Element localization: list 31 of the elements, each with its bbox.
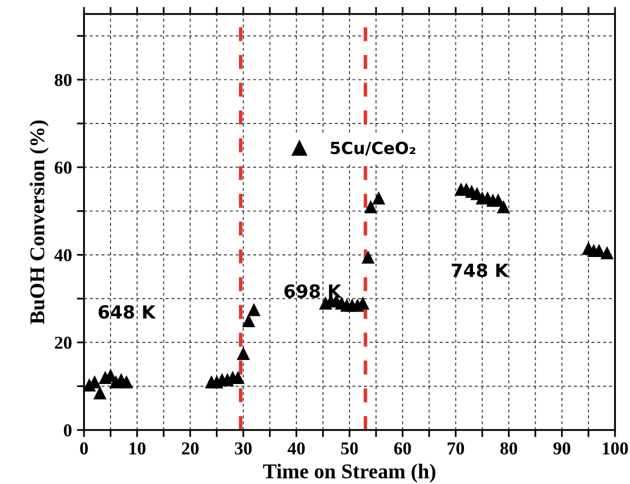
- x-tick-label: 10: [130, 442, 146, 455]
- annotation: 748 K: [452, 264, 510, 278]
- legend-label: 5Cu/CeO₂: [330, 142, 416, 156]
- y-tick-label: 60: [54, 162, 72, 174]
- point: [247, 302, 261, 316]
- annotation: 648 K: [98, 305, 156, 319]
- y-tick-label: 40: [54, 249, 72, 262]
- x-axis-title: Time on Stream (h): [263, 464, 436, 483]
- point: [372, 191, 386, 205]
- point: [496, 200, 510, 214]
- point: [364, 200, 378, 214]
- point: [120, 375, 134, 388]
- point: [236, 346, 250, 360]
- x-tick-label: 40: [288, 442, 305, 455]
- y-tick-label: 20: [54, 336, 72, 349]
- point: [93, 386, 107, 400]
- x-tick-label: 70: [448, 442, 464, 455]
- y-tick-label: 0: [64, 424, 72, 436]
- x-tick-label: 20: [182, 442, 199, 455]
- x-tick-label: 30: [234, 442, 252, 455]
- x-tick-label: 90: [553, 442, 570, 455]
- x-tick-label: 60: [394, 442, 411, 455]
- point: [242, 314, 256, 328]
- y-axis-title: BuOH Conversion (%): [30, 120, 49, 324]
- x-tick-label: 100: [602, 442, 628, 455]
- point: [600, 246, 614, 260]
- y-tick-label: 80: [54, 74, 72, 86]
- x-tick-label: 80: [500, 442, 518, 455]
- x-tick-label: 50: [341, 442, 358, 455]
- point: [361, 250, 375, 264]
- x-tick-label: 0: [80, 442, 88, 455]
